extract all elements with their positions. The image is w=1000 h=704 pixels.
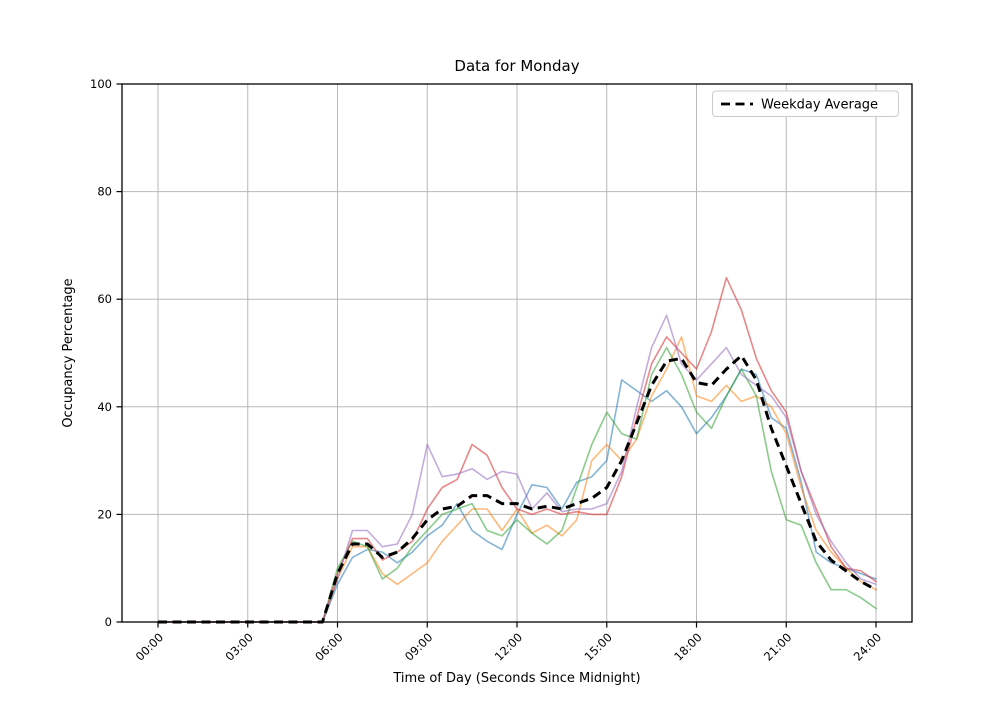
y-tick-label: 40	[97, 400, 112, 414]
chart-title: Data for Monday	[454, 57, 579, 75]
x-tick-label: 15:00	[582, 630, 615, 663]
y-axis-label: Occupancy Percentage	[61, 278, 76, 427]
x-tick-label: 12:00	[492, 630, 525, 663]
x-tick-label: 09:00	[402, 630, 435, 663]
x-tick-label: 18:00	[671, 630, 704, 663]
x-tick-labels: 00:00 03:00 06:00 09:00 12:00 15:00 18:00 21:00…	[133, 630, 884, 663]
legend: Weekday Average	[712, 90, 899, 117]
y-tick-label: 100	[90, 77, 112, 91]
y-tick-label: 0	[105, 615, 112, 629]
axis-ticks	[116, 83, 877, 628]
y-tick-label: 80	[97, 185, 112, 199]
y-tick-label: 60	[97, 292, 112, 306]
x-tick-label: 03:00	[223, 630, 256, 663]
legend-label: Weekday Average	[761, 98, 878, 113]
x-tick-label: 00:00	[133, 630, 166, 663]
gridlines	[122, 83, 912, 623]
y-tick-labels: 0 20 40 60 80 100	[90, 77, 112, 629]
x-tick-label: 24:00	[851, 630, 884, 663]
x-axis-label: Time of Day (Seconds Since Midnight)	[392, 671, 640, 686]
legend-box	[712, 90, 899, 117]
x-tick-label: 21:00	[761, 630, 794, 663]
x-tick-label: 06:00	[312, 630, 345, 663]
y-tick-label: 20	[97, 507, 112, 521]
